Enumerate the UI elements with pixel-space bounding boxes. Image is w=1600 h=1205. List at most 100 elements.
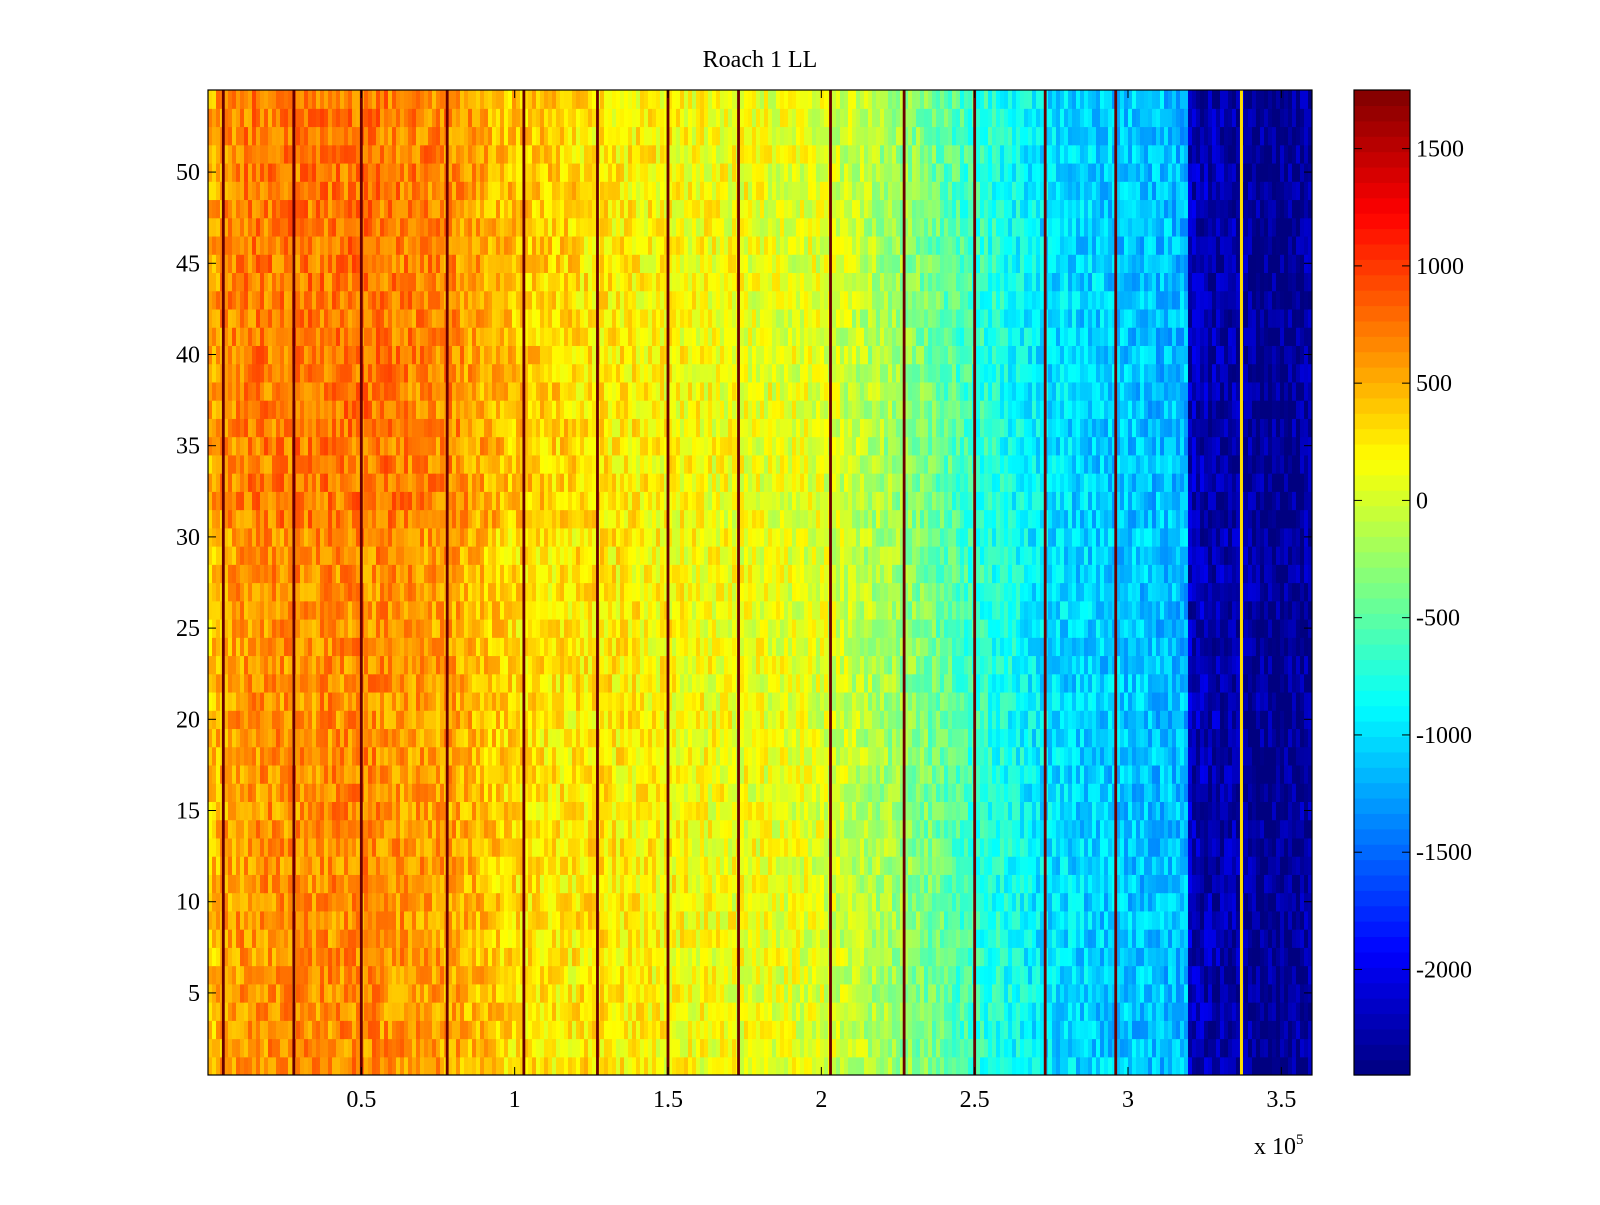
heatmap-cell: [428, 983, 433, 1003]
heatmap-cell: [776, 819, 781, 839]
heatmap-cell: [932, 819, 937, 839]
heatmap-cell: [1064, 764, 1069, 784]
heatmap-cell: [1120, 819, 1125, 839]
heatmap-cell: [544, 1056, 549, 1075]
heatmap-cell: [1068, 910, 1073, 930]
heatmap-cell: [1172, 764, 1177, 784]
heatmap-cell: [1292, 746, 1297, 766]
heatmap-cell: [548, 819, 553, 839]
heatmap-cell: [484, 983, 489, 1003]
heatmap-cell: [728, 819, 733, 839]
heatmap-cell: [236, 764, 241, 784]
heatmap-cell: [1136, 892, 1141, 912]
heatmap-cell: [320, 746, 325, 766]
heatmap-cell: [708, 1038, 713, 1058]
heatmap-cell: [504, 856, 509, 875]
heatmap-cell: [728, 783, 733, 802]
heatmap-cell: [248, 783, 253, 802]
heatmap-cell: [232, 874, 237, 894]
heatmap-cell: [652, 874, 657, 894]
heatmap-cell: [1296, 1002, 1301, 1021]
heatmap-cell: [836, 1002, 841, 1021]
heatmap-cell: [228, 929, 233, 948]
heatmap-cell: [960, 983, 965, 1003]
heatmap-cell: [1172, 947, 1177, 967]
heatmap-cell: [1064, 1056, 1069, 1075]
heatmap-cell: [264, 728, 269, 748]
heatmap-cell: [744, 764, 749, 784]
heatmap-cell: [320, 983, 325, 1003]
heatmap-cell: [992, 1020, 997, 1040]
heatmap-cell: [772, 929, 777, 948]
heatmap-cell: [1016, 874, 1021, 894]
heatmap-cell: [552, 819, 557, 839]
heatmap-cell: [344, 929, 349, 948]
heatmap-cell: [376, 783, 381, 802]
heatmap-cell: [348, 801, 353, 821]
heatmap-cell: [988, 801, 993, 821]
heatmap-cell: [584, 874, 589, 894]
heatmap-cell: [1056, 1002, 1061, 1021]
heatmap-cell: [1296, 910, 1301, 930]
heatmap-cell: [460, 746, 465, 766]
heatmap-cell: [1016, 892, 1021, 912]
heatmap-cell: [1088, 783, 1093, 802]
heatmap-cell: [268, 983, 273, 1003]
heatmap-cell: [552, 929, 557, 948]
heatmap-cell: [376, 856, 381, 875]
heatmap-cell: [648, 1038, 653, 1058]
heatmap-cell: [920, 1038, 925, 1058]
heatmap-cell: [868, 1056, 873, 1075]
heatmap-cell: [1236, 965, 1241, 985]
heatmap-cell: [588, 874, 593, 894]
heatmap-cell: [1284, 819, 1289, 839]
heatmap-cell: [560, 1056, 565, 1075]
heatmap-cell: [1036, 929, 1041, 948]
heatmap-cell: [1112, 874, 1117, 894]
heatmap-cell: [908, 764, 913, 784]
heatmap-cell: [328, 965, 333, 985]
heatmap-cell: [732, 801, 737, 821]
heatmap-cell: [1168, 929, 1173, 948]
heatmap-cell: [924, 874, 929, 894]
heatmap-cell: [724, 929, 729, 948]
heatmap-cell: [556, 947, 561, 967]
heatmap-cell: [356, 801, 361, 821]
heatmap-cell: [332, 746, 337, 766]
heatmap-cell: [692, 910, 697, 930]
heatmap-cell: [632, 783, 637, 802]
heatmap-cell: [592, 1056, 597, 1075]
heatmap-cell: [632, 1020, 637, 1040]
heatmap-cell: [332, 874, 337, 894]
heatmap-cell: [872, 965, 877, 985]
heatmap-cell: [212, 1020, 217, 1040]
heatmap-cell: [1028, 856, 1033, 875]
heatmap-cell: [688, 746, 693, 766]
heatmap-cell: [1000, 1056, 1005, 1075]
heatmap-cell: [708, 764, 713, 784]
heatmap-cell: [796, 1002, 801, 1021]
heatmap-cell: [688, 801, 693, 821]
heatmap-cell: [1244, 856, 1249, 875]
heatmap-cell: [1192, 1020, 1197, 1040]
heatmap-cell: [712, 764, 717, 784]
heatmap-cell: [548, 837, 553, 857]
heatmap-cell: [1032, 1056, 1037, 1075]
heatmap-cell: [916, 801, 921, 821]
heatmap-cell: [556, 764, 561, 784]
heatmap-cell: [952, 801, 957, 821]
heatmap-cell: [1200, 1056, 1205, 1075]
heatmap-cell: [344, 837, 349, 857]
heatmap-cell: [1236, 929, 1241, 948]
heatmap-cell: [324, 764, 329, 784]
heatmap-cell: [288, 874, 293, 894]
heatmap-cell: [1104, 983, 1109, 1003]
heatmap-cell: [1220, 983, 1225, 1003]
heatmap-cell: [768, 1056, 773, 1075]
heatmap-cell: [936, 856, 941, 875]
heatmap-cell: [572, 856, 577, 875]
heatmap-cell: [1212, 1038, 1217, 1058]
heatmap-cell: [364, 910, 369, 930]
heatmap-cell: [336, 874, 341, 894]
heatmap-cell: [768, 1038, 773, 1058]
